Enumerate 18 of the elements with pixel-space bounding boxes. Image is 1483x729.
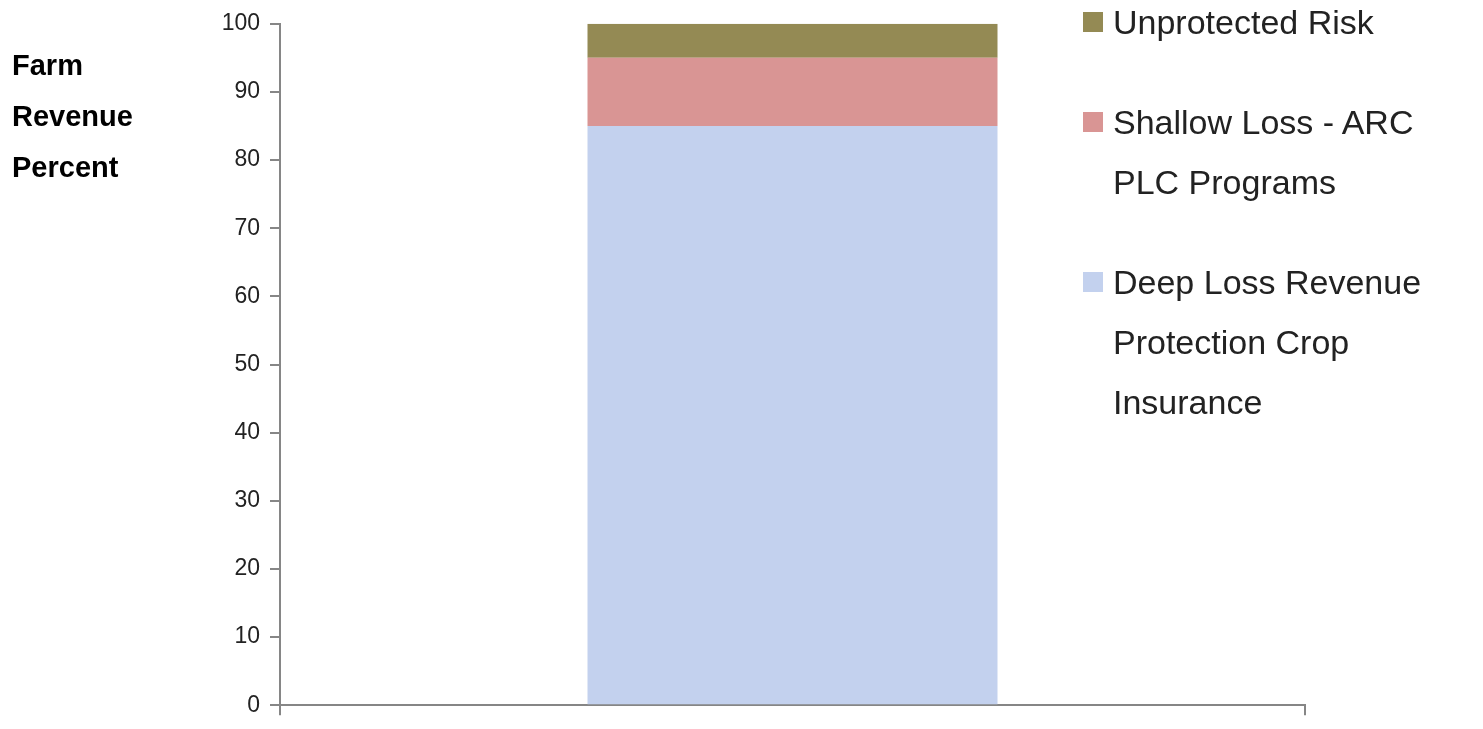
- y-axis-title: Farm Revenue Percent: [12, 48, 134, 185]
- legend-label: Unprotected Risk: [1113, 2, 1374, 43]
- y-tick-label: 50: [234, 349, 260, 376]
- y-tick-label: 20: [234, 554, 260, 581]
- y-tick-label: 90: [234, 77, 260, 104]
- y-tick-label: 60: [234, 281, 260, 308]
- y-tick-label: 10: [234, 622, 260, 649]
- bar: [587, 23, 998, 58]
- bar: [587, 57, 998, 127]
- y-tick-label: 40: [234, 417, 260, 444]
- legend-label: Deep Loss Revenue Protection Crop Insurance: [1113, 262, 1423, 423]
- y-tick-label: 80: [234, 145, 260, 172]
- y-tick-label: 0: [247, 690, 260, 717]
- y-tick-label: 100: [221, 9, 260, 36]
- legend-label: Shallow Loss - ARC PLC Programs: [1113, 102, 1415, 203]
- y-tick-label: 70: [234, 213, 260, 240]
- y-tick-label: 30: [234, 486, 260, 513]
- bar: [587, 126, 998, 705]
